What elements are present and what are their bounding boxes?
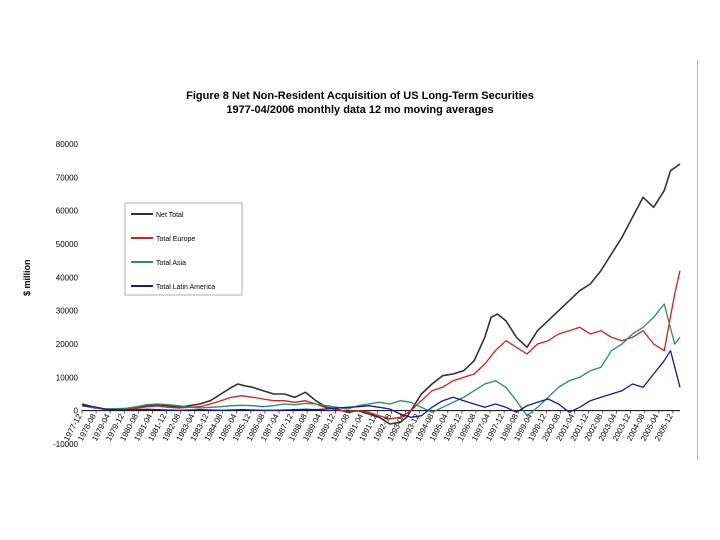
chart-subtitle: 1977-04/2006 monthly data 12 mo moving a… (226, 104, 494, 116)
y-tick-label: 40000 (56, 273, 79, 282)
chart-title: Figure 8 Net Non-Resident Acquisition of… (186, 90, 534, 102)
y-axis: -10000 0 10000 20000 30000 40000 50000 60000 700… (53, 140, 78, 449)
series-line-total-latin-america (82, 350, 681, 418)
frame-right-border (697, 60, 698, 460)
y-tick-label: 70000 (56, 173, 79, 182)
legend-entry: Net Total (156, 212, 184, 219)
y-tick-label: 50000 (56, 240, 79, 249)
legend-entry: Total Latin America (156, 284, 215, 291)
legend: Net Total Total Europe Total Asia Total Lat… (124, 202, 243, 296)
y-tick-label: 60000 (56, 207, 79, 216)
series-line-net-total (81, 163, 681, 425)
legend-entry: Total Europe (156, 236, 195, 243)
y-tick-label: 30000 (56, 307, 79, 316)
y-tick-label: 10000 (56, 373, 79, 382)
y-tick-label: -10000 (53, 440, 78, 449)
x-axis: 1977-121978-081979-041979-121980-081981-… (62, 410, 675, 443)
y-tick-label: 20000 (56, 340, 79, 349)
series-lines (81, 163, 681, 425)
legend-box (124, 202, 243, 296)
legend-entry: Total Asia (156, 260, 186, 267)
series-line-total-asia (82, 303, 681, 417)
series-line-total-europe (81, 270, 681, 420)
y-tick-label: 80000 (56, 140, 79, 149)
y-tick-label: 0 (74, 407, 79, 416)
